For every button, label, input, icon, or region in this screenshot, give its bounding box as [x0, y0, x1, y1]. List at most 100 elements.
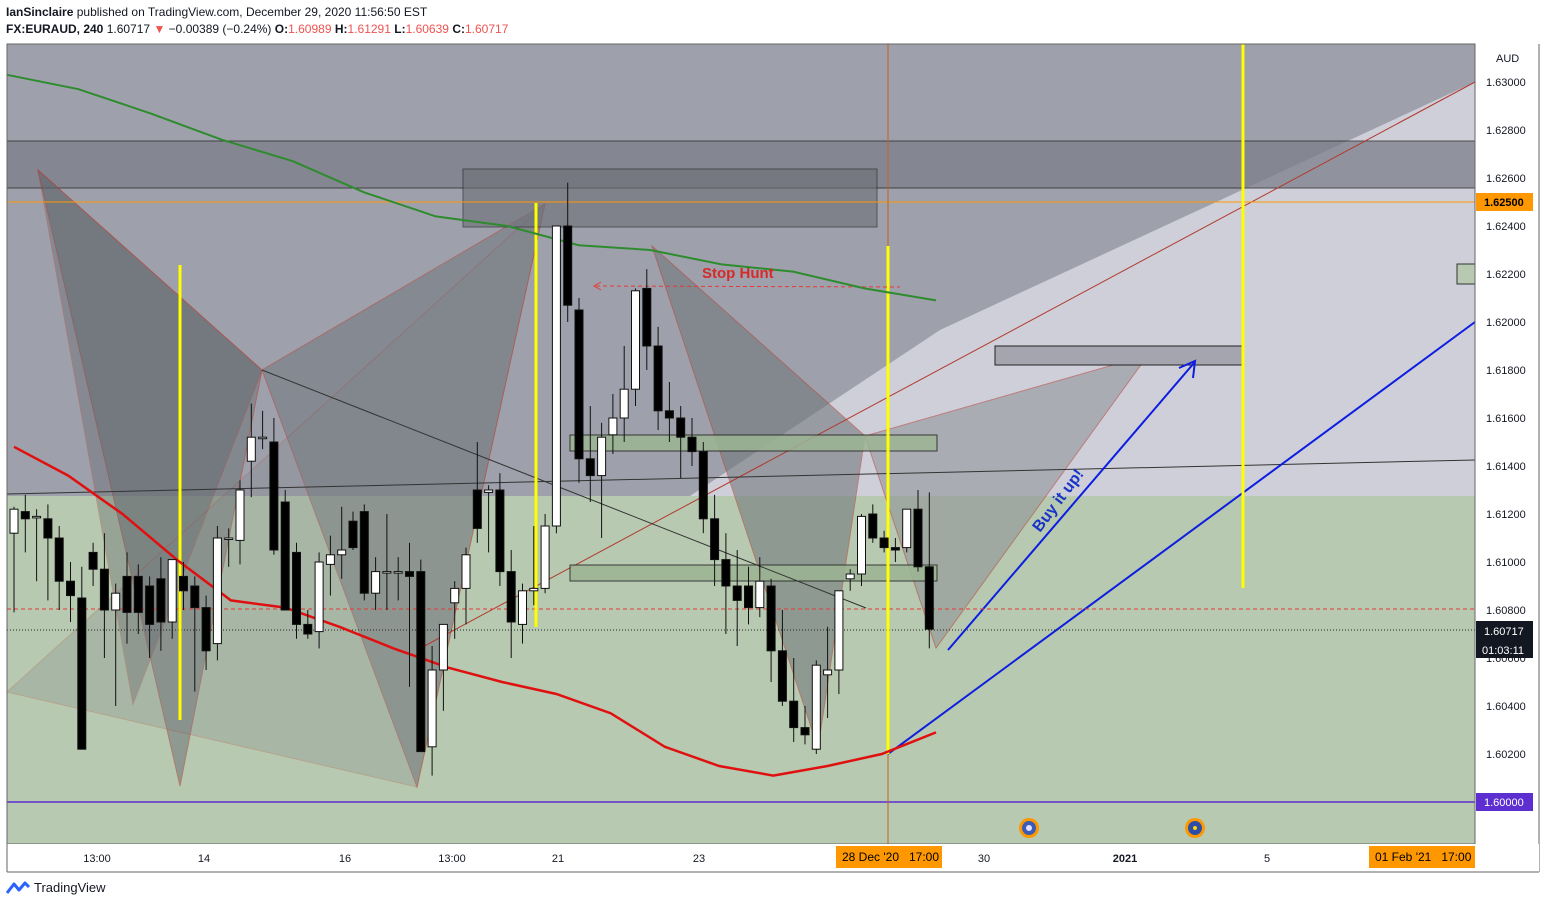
footer-brand[interactable]: TradingView: [6, 880, 106, 895]
candle[interactable]: [20, 494, 30, 553]
candle[interactable]: [608, 394, 618, 454]
candle[interactable]: [857, 514, 866, 586]
author-name[interactable]: IanSinclaire: [6, 5, 74, 19]
candle[interactable]: [9, 506, 19, 613]
candle[interactable]: [314, 552, 324, 649]
candle[interactable]: [585, 406, 595, 502]
candle[interactable]: [597, 422, 607, 538]
candle[interactable]: [405, 542, 414, 687]
candle[interactable]: [664, 382, 674, 442]
candle[interactable]: [721, 533, 731, 634]
candle[interactable]: [744, 566, 753, 625]
candle[interactable]: [789, 658, 799, 742]
candle[interactable]: [167, 559, 177, 639]
candle[interactable]: [698, 442, 708, 534]
candle[interactable]: [438, 623, 448, 711]
descending-trendline[interactable]: [261, 369, 867, 609]
candle[interactable]: [246, 403, 256, 498]
candle[interactable]: [212, 526, 222, 661]
flag-event-icon[interactable]: [1019, 818, 1039, 838]
candle[interactable]: [190, 576, 200, 692]
candle[interactable]: [710, 494, 720, 586]
buy-arrow-line[interactable]: [947, 362, 1195, 651]
candle[interactable]: [890, 538, 900, 562]
candle[interactable]: [845, 569, 855, 591]
slow-moving-average[interactable]: [6, 73, 937, 302]
candle[interactable]: [642, 269, 652, 370]
candle[interactable]: [88, 542, 98, 586]
candle[interactable]: [823, 626, 833, 718]
candle[interactable]: [563, 182, 573, 322]
candle[interactable]: [43, 504, 53, 601]
candle[interactable]: [427, 646, 437, 776]
candle[interactable]: [879, 530, 889, 553]
candle[interactable]: [450, 581, 460, 639]
candle[interactable]: [687, 418, 697, 466]
candle[interactable]: [495, 473, 505, 586]
eu-event-icon[interactable]: [1185, 818, 1205, 838]
candle[interactable]: [201, 595, 211, 670]
candles-group[interactable]: [9, 182, 934, 776]
candle[interactable]: [732, 550, 742, 646]
candle[interactable]: [902, 508, 912, 553]
candle[interactable]: [54, 526, 64, 610]
candle[interactable]: [145, 576, 155, 658]
candle[interactable]: [574, 298, 584, 483]
candle[interactable]: [800, 706, 810, 745]
candle[interactable]: [224, 528, 234, 567]
candle[interactable]: [133, 564, 143, 634]
supply-zone[interactable]: [462, 168, 878, 228]
candle[interactable]: [348, 511, 358, 550]
candle[interactable]: [834, 590, 844, 694]
candle[interactable]: [393, 557, 403, 601]
candle[interactable]: [359, 504, 369, 601]
candle[interactable]: [111, 583, 121, 706]
candle[interactable]: [77, 566, 87, 750]
candle[interactable]: [325, 535, 335, 596]
price-axis[interactable]: [1475, 44, 1539, 844]
symbol-label[interactable]: FX:EURAUD, 240: [6, 22, 104, 36]
candle[interactable]: [484, 485, 494, 553]
candle[interactable]: [619, 346, 629, 442]
candle[interactable]: [755, 557, 765, 618]
candle[interactable]: [179, 562, 188, 610]
candle[interactable]: [258, 410, 268, 450]
candle[interactable]: [303, 610, 313, 639]
candle[interactable]: [811, 660, 821, 754]
candle[interactable]: [913, 490, 923, 572]
candle[interactable]: [382, 514, 392, 610]
candle[interactable]: [551, 225, 561, 534]
candle[interactable]: [518, 583, 527, 644]
candle[interactable]: [766, 578, 776, 682]
candle[interactable]: [924, 492, 934, 649]
candle[interactable]: [156, 557, 166, 651]
candle[interactable]: [506, 550, 516, 658]
candle[interactable]: [676, 406, 686, 478]
demand-zone-upper[interactable]: [569, 434, 938, 452]
candle[interactable]: [292, 542, 301, 639]
candle[interactable]: [461, 547, 471, 625]
candle[interactable]: [66, 562, 75, 622]
candle[interactable]: [653, 326, 663, 430]
candle[interactable]: [472, 442, 482, 543]
candle[interactable]: [371, 557, 381, 610]
target-zone[interactable]: [994, 345, 1244, 366]
candle[interactable]: [122, 552, 132, 644]
candle[interactable]: [269, 418, 279, 555]
candle[interactable]: [32, 509, 42, 582]
candle[interactable]: [416, 559, 426, 753]
candle[interactable]: [99, 533, 109, 658]
candle[interactable]: [280, 490, 290, 611]
candle[interactable]: [868, 504, 878, 543]
blue-trend-line[interactable]: [887, 321, 1476, 755]
candle[interactable]: [631, 288, 640, 406]
candle[interactable]: [777, 610, 787, 706]
candle[interactable]: [529, 526, 539, 606]
fast-moving-average[interactable]: [13, 445, 937, 777]
candle[interactable]: [540, 514, 550, 594]
candle[interactable]: [235, 480, 245, 565]
demand-zone-lower[interactable]: [569, 564, 938, 582]
candle[interactable]: [337, 506, 347, 579]
time-axis[interactable]: [7, 844, 1539, 872]
